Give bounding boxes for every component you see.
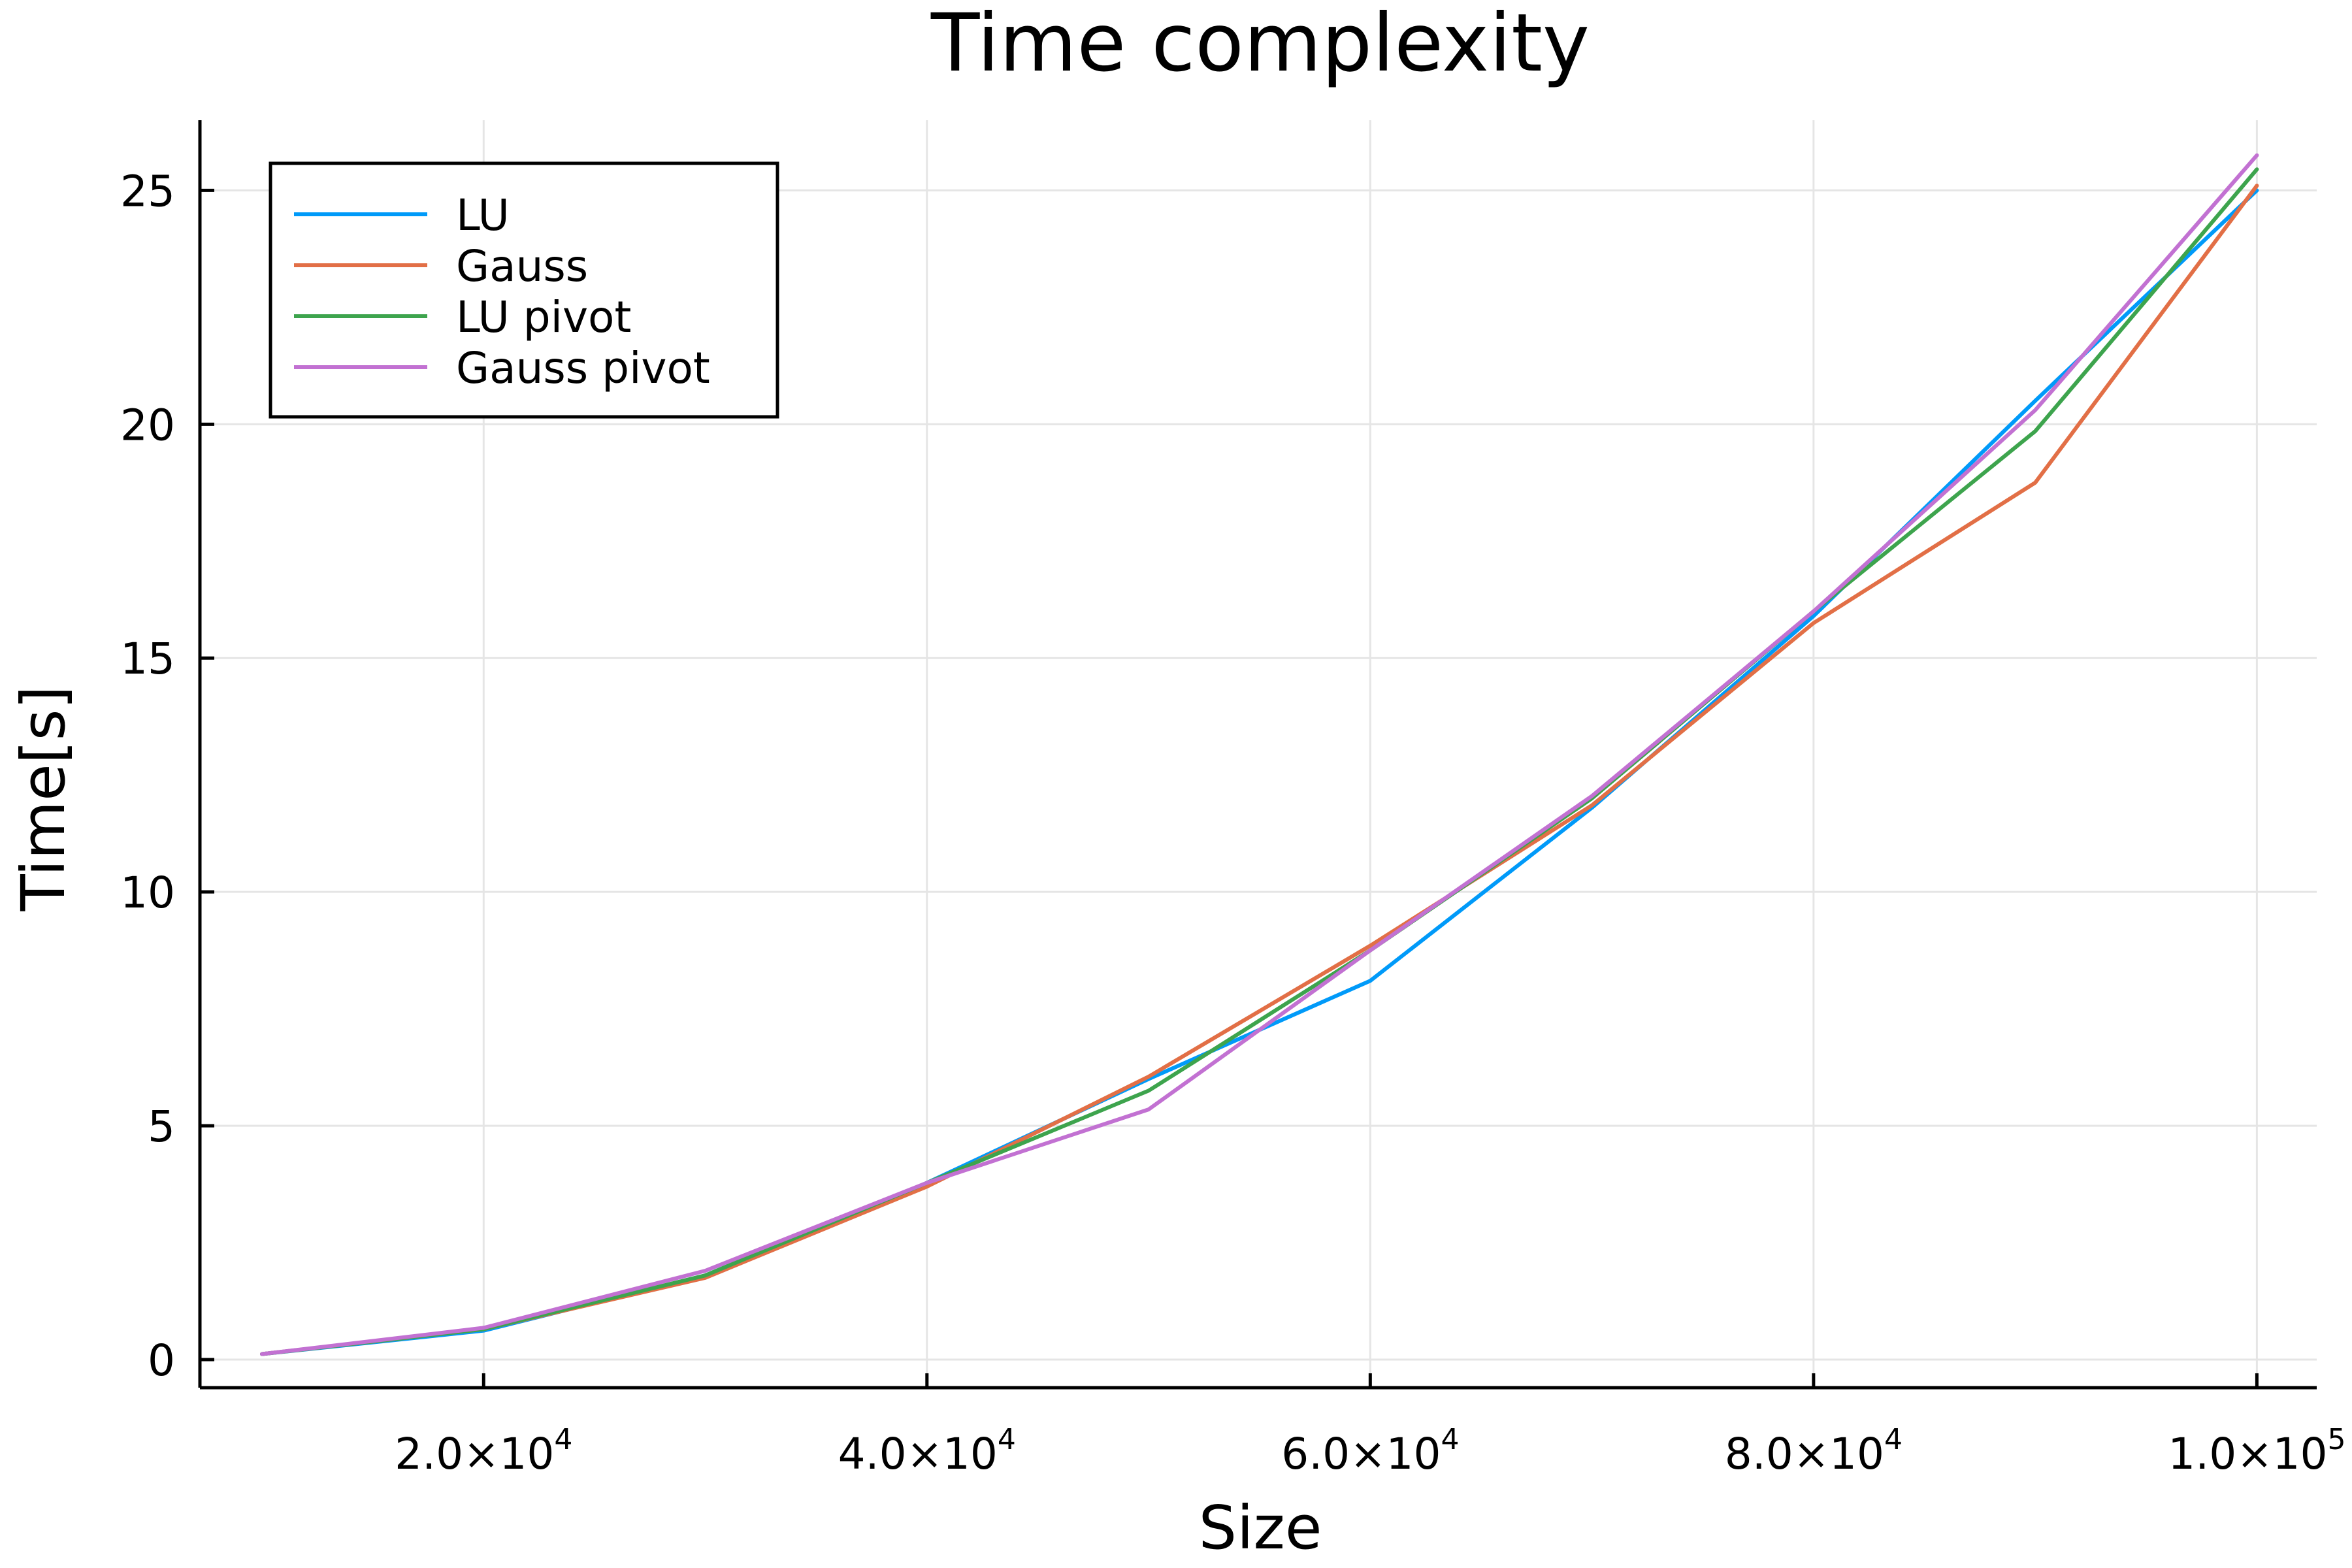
x-tick-mantissa: 2.0×10 — [395, 1429, 554, 1479]
x-tick-mantissa: 4.0×10 — [838, 1429, 998, 1479]
x-tick-label: 2.0×104 — [395, 1423, 572, 1479]
x-tick-exponent: 4 — [554, 1423, 572, 1456]
x-tick-label: 6.0×104 — [1281, 1423, 1459, 1479]
x-tick-exponent: 4 — [998, 1423, 1016, 1456]
grid-lines — [200, 120, 2317, 1388]
x-tick-label: 4.0×104 — [838, 1423, 1016, 1479]
y-tick-label: 20 — [120, 400, 175, 450]
x-tick-exponent: 4 — [1884, 1423, 1903, 1456]
x-tick-mantissa: 6.0×10 — [1281, 1429, 1441, 1479]
y-tick-label: 15 — [120, 634, 175, 684]
legend-label-gauss: Gauss — [456, 241, 588, 291]
y-axis-label: Time[s] — [8, 686, 78, 912]
x-tick-label: 1.0×105 — [2168, 1423, 2345, 1479]
axes — [198, 120, 2317, 1390]
x-tick-exponent: 4 — [1441, 1423, 1459, 1456]
y-tick-label: 25 — [120, 166, 175, 216]
y-tick-label: 0 — [148, 1335, 175, 1386]
series-line-lu-pivot — [260, 167, 2259, 1356]
legend-label-lu-pivot: LU pivot — [456, 292, 631, 342]
series-lines — [260, 153, 2259, 1356]
y-tick-label: 10 — [120, 868, 175, 918]
legend-label-gauss-pivot: Gauss pivot — [456, 343, 710, 393]
legend-box — [269, 161, 779, 419]
y-tick-label: 5 — [148, 1102, 175, 1152]
legend-label-lu: LU — [456, 190, 510, 240]
x-tick-mantissa: 8.0×10 — [1725, 1429, 1884, 1479]
x-tick-exponent: 5 — [2328, 1423, 2346, 1456]
x-axis-label: Size — [1199, 1493, 1322, 1563]
x-tick-mantissa: 1.0×10 — [2168, 1429, 2327, 1479]
series-line-gauss-pivot — [260, 153, 2259, 1356]
chart-title: Time complexity — [930, 0, 1590, 90]
x-tick-label: 8.0×104 — [1725, 1423, 1903, 1479]
tick-labels: 2.0×104 4.0×104 6.0×104 8.0×104 1.0×10505101… — [120, 166, 2346, 1479]
